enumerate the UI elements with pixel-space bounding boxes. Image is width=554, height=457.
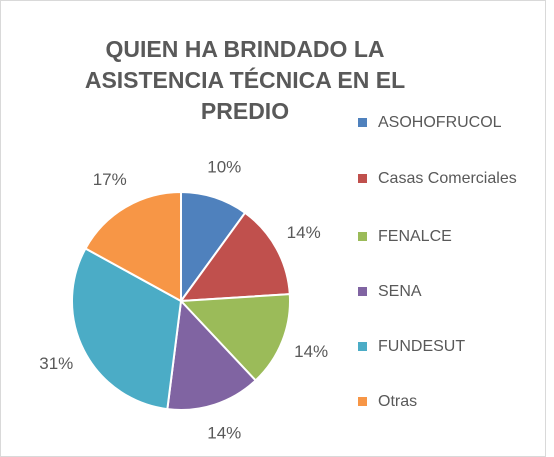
legend-item: Casas Comerciales	[358, 168, 518, 189]
legend-label: SENA	[378, 283, 422, 300]
pie-slice	[84, 190, 182, 303]
legend-swatch	[358, 397, 367, 406]
legend-swatch	[358, 232, 367, 241]
legend-swatch	[358, 342, 367, 351]
data-label: 14%	[287, 223, 321, 242]
legend-label: FUNDESUT	[378, 338, 466, 355]
data-label: 31%	[39, 354, 73, 373]
legend-item: FUNDESUT	[358, 336, 518, 357]
legend-swatch	[358, 118, 367, 127]
legend-item: FENALCE	[358, 226, 518, 247]
pie-slice	[178, 293, 291, 382]
data-label: 17%	[93, 170, 127, 189]
data-label: 14%	[294, 342, 328, 361]
legend-label: Casas Comerciales	[378, 170, 517, 187]
legend-swatch	[358, 174, 367, 183]
legend-label: FENALCE	[378, 228, 452, 245]
legend-label: Otras	[378, 393, 418, 410]
chart-title: QUIEN HA BRINDADO LA ASISTENCIA TÉCNICA …	[84, 36, 406, 124]
legend-swatch	[358, 287, 367, 296]
legend-label: ASOHOFRUCOL	[378, 114, 502, 131]
pie-slice	[178, 211, 291, 303]
legend-item: SENA	[358, 281, 518, 302]
data-label: 14%	[207, 424, 241, 443]
data-label: 10%	[207, 157, 241, 176]
pie-slice	[71, 247, 183, 411]
legend-item: Otras	[358, 391, 518, 412]
legend-item: ASOHOFRUCOL	[358, 112, 518, 133]
pie-slice	[166, 298, 258, 411]
